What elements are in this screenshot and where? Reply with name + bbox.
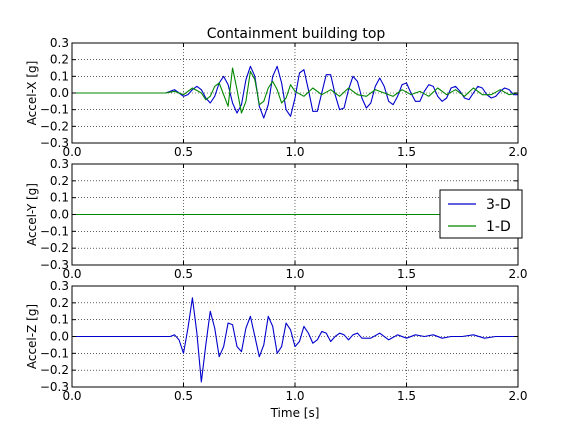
x-tick-label: 0.0 — [62, 389, 81, 403]
y-tick-label: 0.2 — [50, 296, 69, 310]
legend-box — [439, 189, 523, 239]
y-tick-label: 0.3 — [50, 36, 69, 50]
x-tick-label: 0.5 — [174, 389, 193, 403]
x-tick-label: 1.5 — [397, 267, 416, 281]
x-tick-label: 0.0 — [62, 267, 81, 281]
x-tick-label: 1.5 — [397, 145, 416, 159]
y-tick-label: −0.2 — [40, 241, 69, 255]
y-tick-label: −0.1 — [40, 346, 69, 360]
y-tick-label: −0.2 — [40, 119, 69, 133]
series-group — [72, 65, 518, 119]
x-tick-label: 2.0 — [508, 389, 527, 403]
y-tick-label: −0.3 — [40, 380, 69, 394]
series-line-3-d — [72, 297, 518, 383]
y-tick-label: 0.3 — [50, 157, 69, 171]
x-tick-label: 1.5 — [397, 389, 416, 403]
y-tick-label: 0.3 — [50, 279, 69, 293]
panel-1: 0.0 0.5 1.0 1.5 2.0 0.3 0.2 0.1 0.0 −0.1 −0.2 −0.3A… — [25, 36, 528, 159]
y-tick-label: 0.2 — [50, 174, 69, 188]
y-tick-label: −0.1 — [40, 224, 69, 238]
series-group — [72, 297, 518, 383]
y-tick-label: 0.0 — [50, 86, 69, 100]
legend-label-1-d: 1-D — [486, 219, 511, 235]
y-tick-label: 0.1 — [50, 313, 69, 327]
y-tick-label: 0.0 — [50, 208, 69, 222]
y-tick-label: 0.2 — [50, 53, 69, 67]
y-axis-label: Accel-X [g] — [25, 61, 39, 126]
x-tick-label: 1.0 — [285, 145, 304, 159]
y-axis-label: Accel-Y [g] — [25, 183, 39, 246]
x-tick-label: 2.0 — [508, 267, 527, 281]
y-tick-label: 0.1 — [50, 191, 69, 205]
y-tick-label: 0.0 — [50, 330, 69, 344]
series-line-1-d — [72, 67, 518, 114]
x-tick-label: 0.0 — [62, 145, 81, 159]
x-tick-label: 1.0 — [285, 389, 304, 403]
x-tick-label: 2.0 — [508, 145, 527, 159]
x-tick-label: 0.5 — [174, 267, 193, 281]
x-axis-label: Time [s] — [270, 406, 320, 420]
y-axis-label: Accel-Z [g] — [25, 304, 39, 369]
y-tick-label: −0.1 — [40, 103, 69, 117]
legend: 3-D1-D — [439, 189, 523, 239]
y-tick-label: 0.1 — [50, 69, 69, 83]
x-tick-label: 1.0 — [285, 267, 304, 281]
x-tick-label: 0.5 — [174, 145, 193, 159]
panel-3: 0.0 0.5 1.0 1.5 2.0 0.3 0.2 0.1 0.0 −0.1 −0.2 −0.3A… — [25, 279, 528, 420]
y-tick-label: −0.3 — [40, 258, 69, 272]
y-tick-label: −0.3 — [40, 136, 69, 150]
panel-2: 0.0 0.5 1.0 1.5 2.0 0.3 0.2 0.1 0.0 −0.1 −0.2 −0.3A… — [25, 157, 528, 281]
figure-title: Containment building top — [207, 26, 386, 42]
series-line-3-d — [72, 65, 518, 119]
y-tick-label: −0.2 — [40, 363, 69, 377]
legend-label-3-d: 3-D — [486, 197, 511, 213]
